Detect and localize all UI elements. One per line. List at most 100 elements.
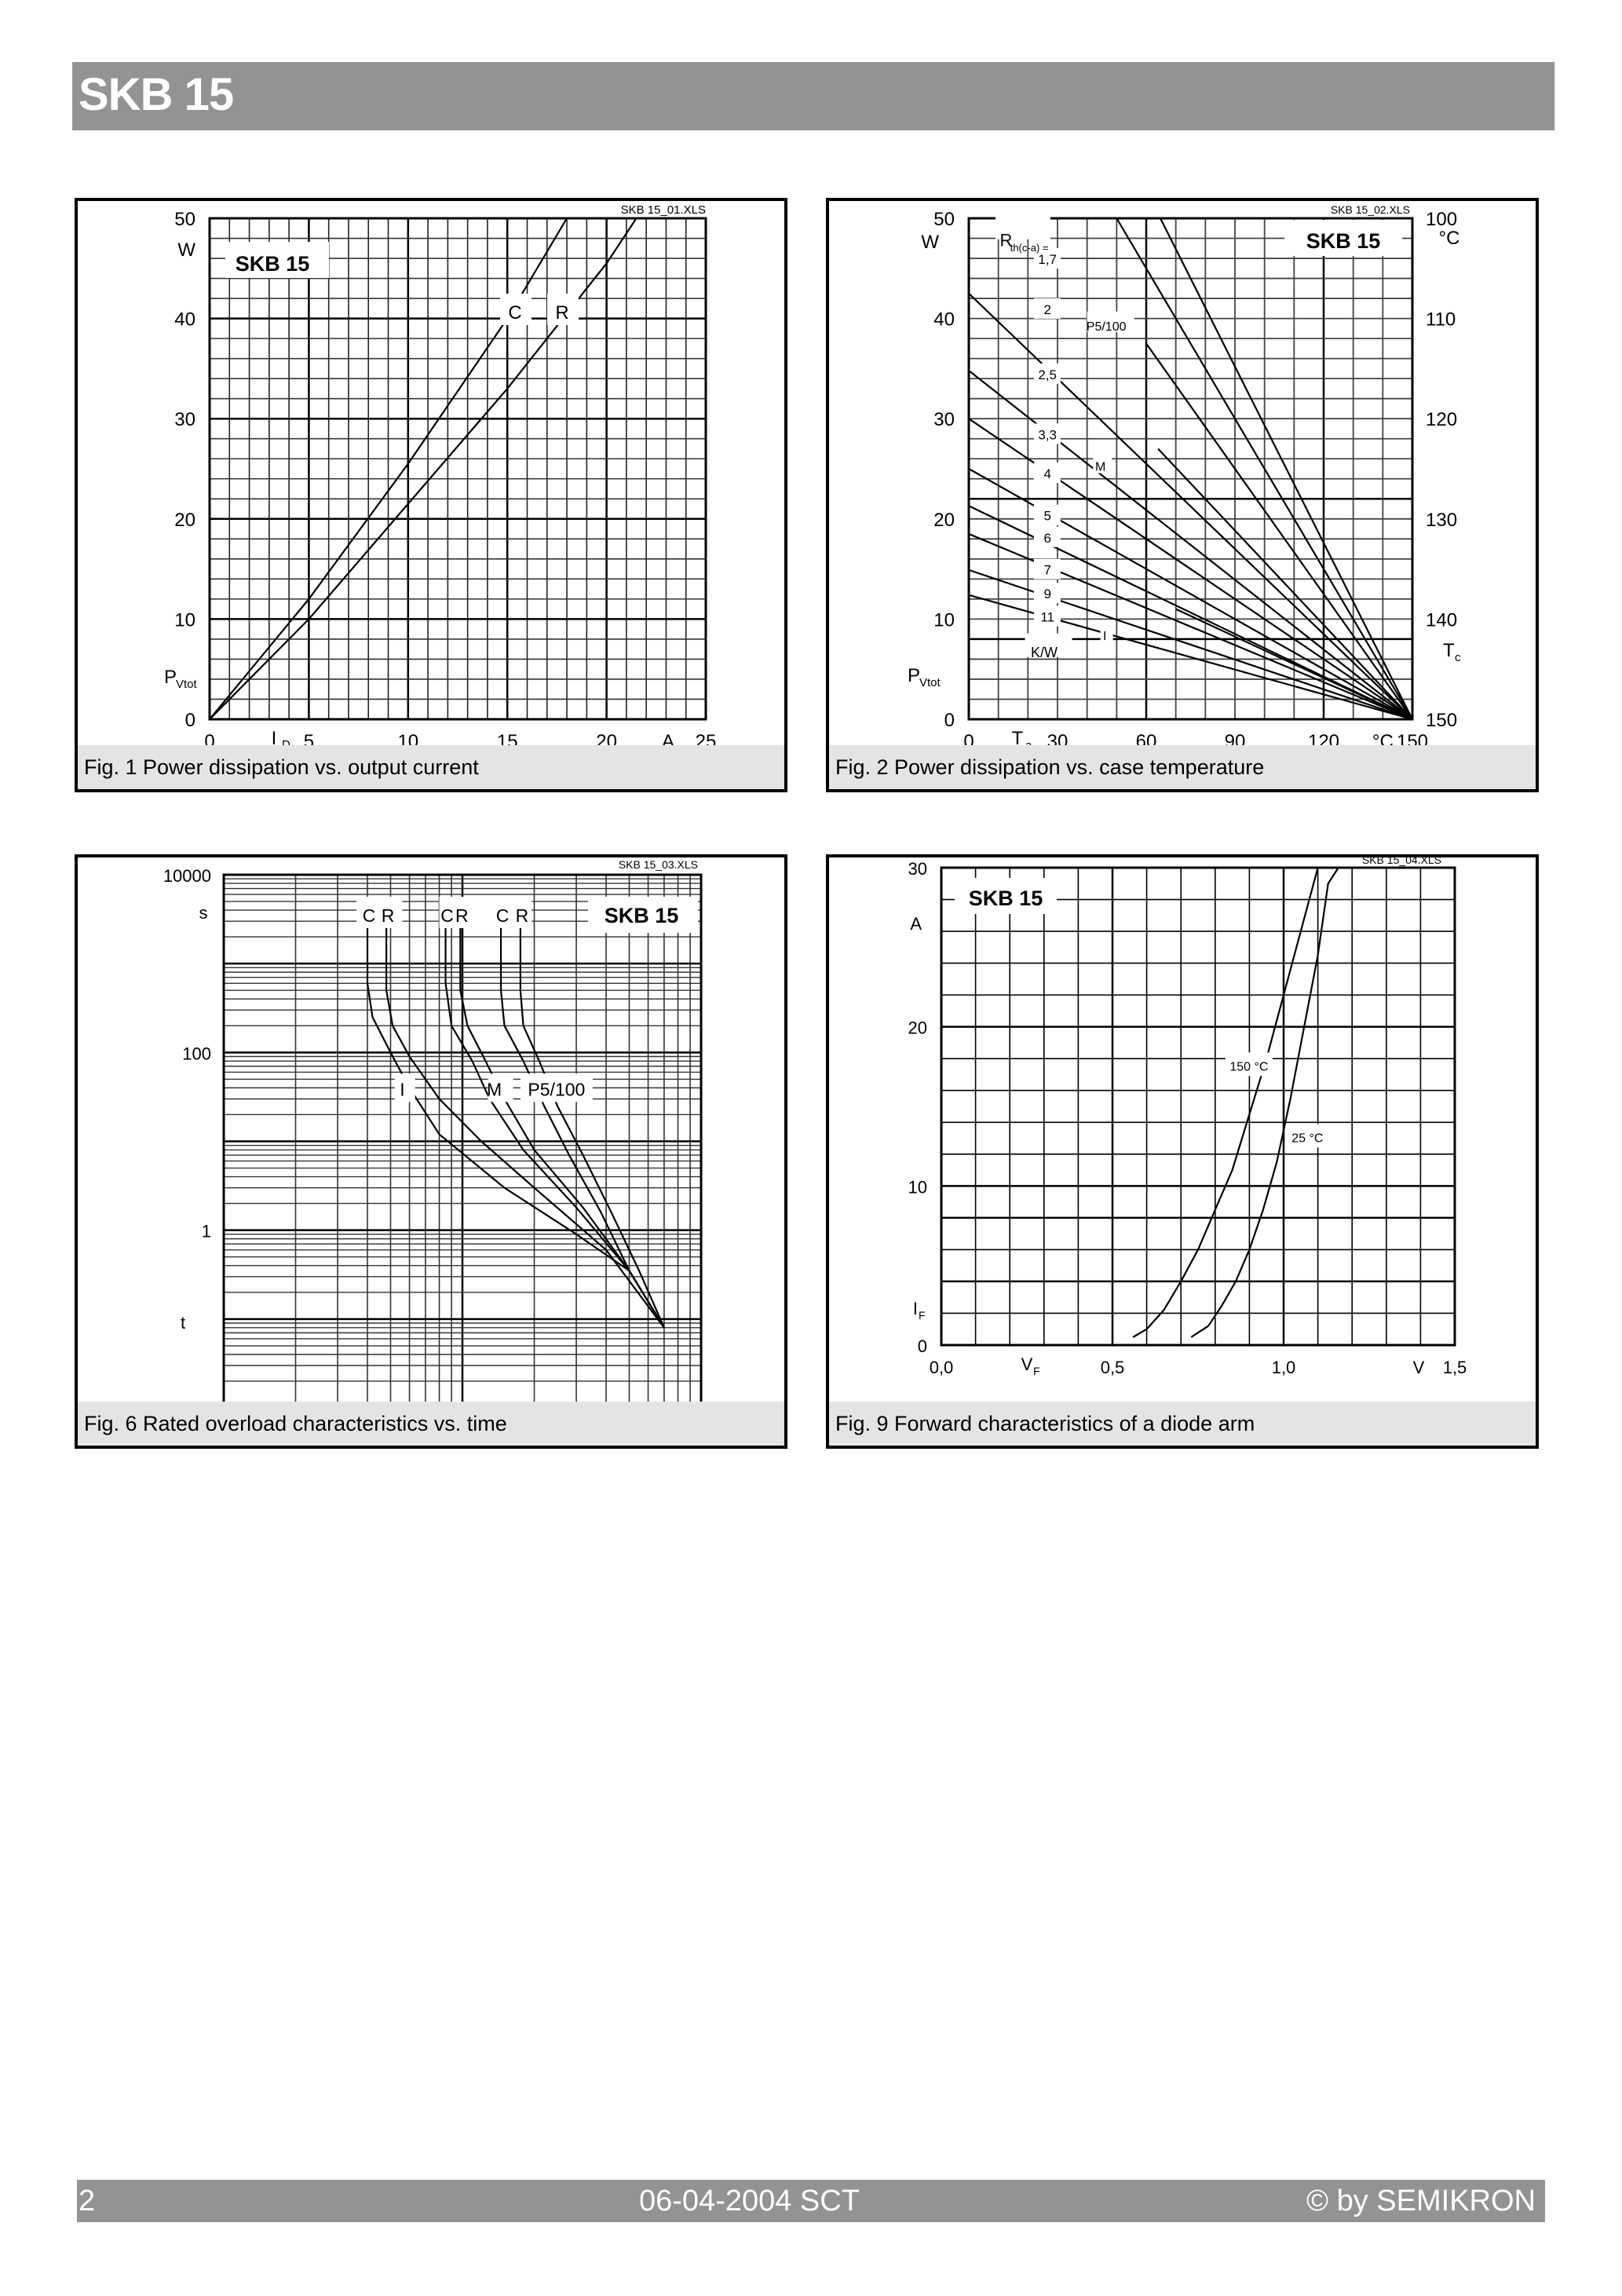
y-tick: 0	[918, 1336, 927, 1356]
y-axis-label: P	[908, 665, 920, 686]
y-tick: 0	[185, 710, 195, 731]
rth-label: 2,5	[1038, 367, 1057, 382]
y-tick: 40	[174, 309, 195, 331]
y-tick: 10000	[163, 866, 211, 886]
curve-label: C	[496, 905, 510, 926]
x-axis-label: I	[272, 728, 277, 749]
x-axis-label: V	[1021, 1355, 1033, 1374]
data-curve	[209, 218, 637, 720]
figure-badge: SKB 15	[969, 887, 1043, 910]
curve-label-r: R	[555, 302, 568, 324]
y-tick: 50	[174, 209, 195, 230]
y-tick: 50	[933, 209, 955, 230]
x-tick: 0,0	[930, 1358, 954, 1377]
data-curve	[444, 921, 665, 1329]
data-curve	[1190, 867, 1339, 1338]
data-curve	[499, 921, 665, 1329]
x-axis-label-sub: F	[1033, 1365, 1040, 1377]
x-unit: V	[1413, 1358, 1425, 1377]
curve-label-i: I	[1103, 630, 1106, 643]
data-curve	[1145, 342, 1413, 720]
document-title-bar: SKB 15	[72, 62, 1554, 130]
y-tick: 10	[933, 609, 955, 631]
page-footer: 2 06-04-2004 SCT © by SEMIKRON	[77, 2180, 1545, 2222]
data-curve	[1159, 218, 1413, 720]
figure-2-chart: 1,7 2 2,5 3,3 4 5 6 7 9 11 Rth(c-a) = K/W P5/100 M I SK…	[908, 203, 1461, 751]
figure-1-panel: SKB 15 SKB 15_01.XLS C R 0 10 20 30 40 50 0 5 10 15 20…	[75, 198, 787, 792]
x-axis-label-sub: a	[1025, 739, 1032, 751]
curve-label-150c: 150 °C	[1229, 1060, 1268, 1073]
figure-badge: SKB 15	[605, 904, 679, 927]
data-curve	[385, 921, 665, 1329]
y-unit: s	[199, 903, 208, 923]
data-curve	[459, 921, 665, 1329]
footer-copyright: © by SEMIKRON	[1306, 2184, 1536, 2217]
figure-1-caption: Fig. 1 Power dissipation vs. output curr…	[78, 745, 784, 789]
y-tick: 100	[182, 1044, 211, 1063]
x-axis-label-sub: D	[282, 738, 290, 751]
x-tick: 1,0	[1272, 1358, 1296, 1377]
y-tick: 40	[933, 309, 955, 331]
curve-label-c: C	[508, 302, 521, 324]
y-tick: 0	[944, 710, 955, 731]
footer-date: 06-04-2004 SCT	[639, 2184, 860, 2217]
page-number: 2	[79, 2184, 96, 2217]
figure-9-chart: 150 °C 25 °C SKB 15 SKB 15_04.XLS 0 10 20 30 0,0…	[908, 857, 1467, 1377]
file-reference: SKB 15_02.XLS	[1331, 203, 1410, 216]
file-reference: SKB 15_01.XLS	[621, 203, 706, 217]
y-tick: 20	[908, 1018, 927, 1038]
y2-tick: 110	[1426, 309, 1456, 331]
y-axis-label-sub: F	[919, 1309, 926, 1322]
y-tick: 30	[933, 409, 955, 430]
curve-label: R	[382, 905, 395, 926]
figure-9-panel: 150 °C 25 °C SKB 15 SKB 15_04.XLS 0 10 20 30 0,0…	[826, 854, 1539, 1449]
rth-label: 3,3	[1038, 427, 1057, 442]
curve-label-25c: 25 °C	[1291, 1132, 1323, 1146]
curve-label: R	[516, 905, 529, 926]
data-curve	[1116, 218, 1413, 720]
curve-label-m: M	[1095, 461, 1105, 474]
x-axis-label: T	[1012, 728, 1024, 749]
rth-label: 2	[1043, 302, 1050, 317]
x-tick: 1,5	[1443, 1358, 1467, 1377]
y2-tick: 100	[1426, 209, 1457, 230]
curve-label: C	[440, 905, 454, 926]
y2-tick: 140	[1426, 609, 1457, 631]
document-title: SKB 15	[79, 69, 234, 120]
y-axis-label: I	[913, 1299, 918, 1318]
y-axis-label: t	[181, 1313, 185, 1333]
y-tick: 1	[202, 1222, 211, 1241]
y-axis-label-sub: Vtot	[919, 676, 941, 689]
y-tick: 20	[174, 510, 195, 531]
file-reference: SKB 15_04.XLS	[1362, 857, 1441, 866]
y2-axis-label: T	[1443, 640, 1455, 661]
rth-label: 7	[1043, 563, 1050, 578]
rth-label: 1,7	[1038, 252, 1057, 267]
rth-label: 11	[1040, 610, 1054, 625]
curve-label: C	[363, 905, 376, 926]
rth-label: 4	[1043, 466, 1050, 481]
x-tick: 0,5	[1101, 1358, 1125, 1377]
file-reference: SKB 15_03.XLS	[619, 858, 698, 871]
curve-label-i: I	[400, 1079, 404, 1099]
data-curve	[1175, 608, 1413, 720]
rth-label: 9	[1043, 587, 1050, 601]
data-curve	[1132, 866, 1328, 1338]
data-curve	[519, 921, 665, 1329]
data-curve	[1157, 448, 1413, 720]
y-axis-label: P	[164, 667, 177, 688]
y2-unit: °C	[1439, 228, 1460, 249]
data-curve	[366, 921, 665, 1329]
rth-unit: K/W	[1031, 645, 1058, 660]
curve-label-p5: P5/100	[528, 1079, 585, 1099]
figure-9-caption: Fig. 9 Forward characteristics of a diod…	[829, 1402, 1536, 1446]
data-curve	[209, 218, 568, 720]
y-tick: 30	[908, 859, 927, 879]
y-axis-label-sub: Vtot	[176, 678, 198, 691]
y-tick: 10	[908, 1177, 927, 1197]
rth-label: 5	[1043, 509, 1050, 524]
